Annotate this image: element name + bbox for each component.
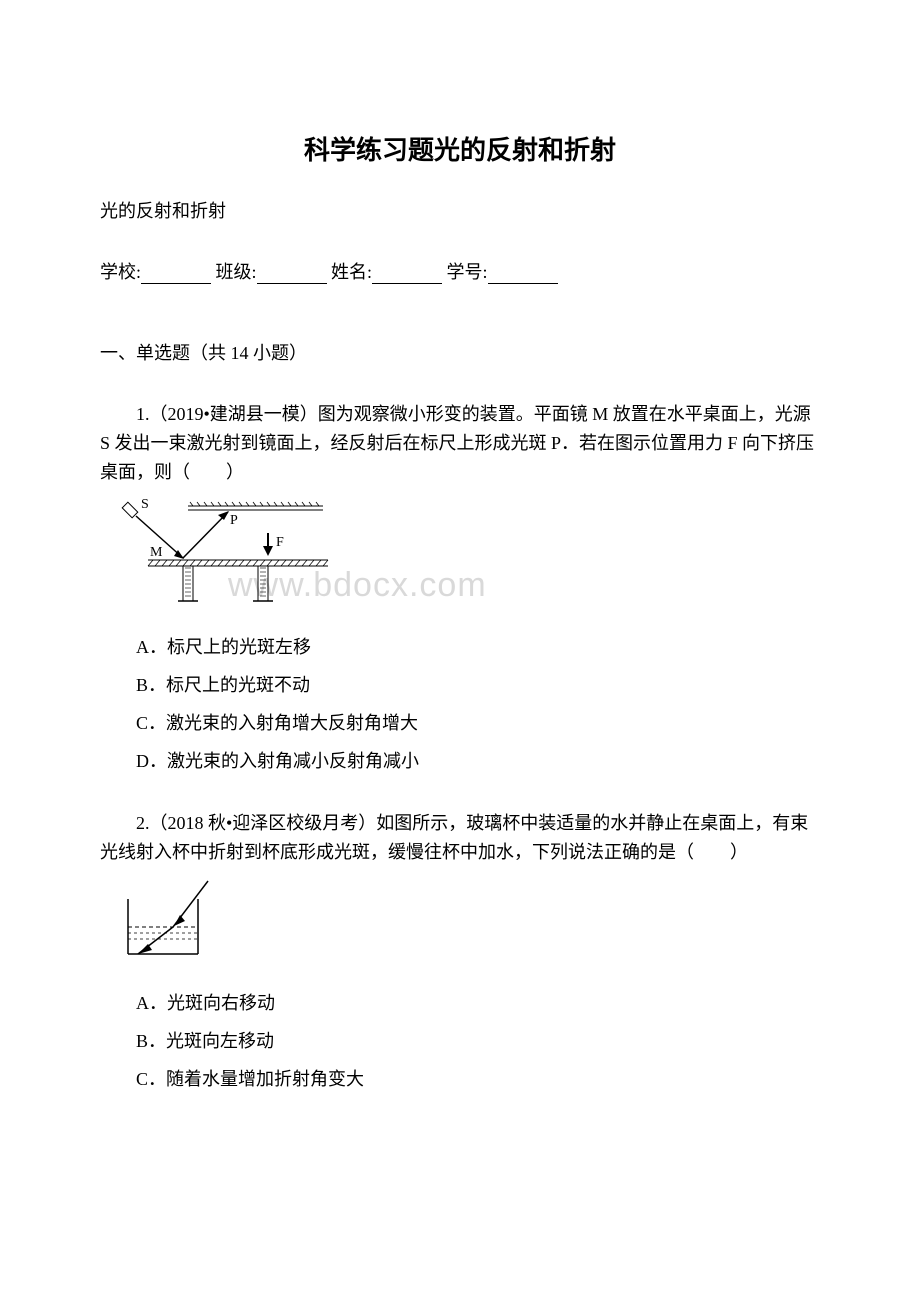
- mirror-label: M: [150, 545, 163, 560]
- ruler: [188, 502, 323, 510]
- student-info-line: 学校: 班级: 姓名: 学号:: [100, 258, 820, 284]
- force-arrow-head: [263, 546, 273, 556]
- table-leg-right: [253, 566, 273, 601]
- name-blank: [372, 266, 442, 284]
- incident-arrow: [174, 915, 185, 926]
- question-2-text: 2.（2018 秋•迎泽区校级月考）如图所示，玻璃杯中装适量的水并静止在桌面上，…: [100, 809, 820, 867]
- q1-option-d: D．激光束的入射角减小反射角减小: [136, 743, 820, 779]
- source-label: S: [141, 498, 149, 512]
- q2-diagram: [118, 879, 218, 964]
- table-leg-left: [178, 566, 198, 601]
- name-label: 姓名:: [331, 262, 372, 282]
- light-source-icon: [122, 503, 138, 519]
- q2-option-a: A．光斑向右移动: [136, 985, 820, 1021]
- question-2-figure: [118, 879, 820, 973]
- q1-diagram: S P M F: [118, 498, 338, 608]
- question-1-text: 1.（2019•建湖县一模）图为观察微小形变的装置。平面镜 M 放置在水平桌面上…: [100, 400, 820, 486]
- school-label: 学校:: [100, 262, 141, 282]
- question-1-figure: S P M F: [118, 498, 820, 617]
- subtitle: 光的反射和折射: [100, 197, 820, 223]
- question-2-options: A．光斑向右移动 B．光斑向左移动 C．随着水量增加折射角变大: [136, 985, 820, 1097]
- question-1: 1.（2019•建湖县一模）图为观察微小形变的装置。平面镜 M 放置在水平桌面上…: [100, 400, 820, 779]
- q2-option-b: B．光斑向左移动: [136, 1023, 820, 1059]
- q1-option-a: A．标尺上的光斑左移: [136, 629, 820, 665]
- table-surface: [148, 560, 328, 566]
- class-blank: [257, 266, 327, 284]
- id-blank: [488, 266, 558, 284]
- reflected-ray: [183, 512, 228, 558]
- id-label: 学号:: [447, 262, 488, 282]
- force-label: F: [276, 535, 284, 550]
- q1-option-c: C．激光束的入射角增大反射角增大: [136, 705, 820, 741]
- school-blank: [141, 266, 211, 284]
- spot-label: P: [230, 513, 238, 528]
- question-1-options: A．标尺上的光斑左移 B．标尺上的光斑不动 C．激光束的入射角增大反射角增大 D…: [136, 629, 820, 779]
- q2-option-c: C．随着水量增加折射角变大: [136, 1061, 820, 1097]
- page-title: 科学练习题光的反射和折射: [100, 130, 820, 167]
- question-2: 2.（2018 秋•迎泽区校级月考）如图所示，玻璃杯中装适量的水并静止在桌面上，…: [100, 809, 820, 1096]
- class-label: 班级:: [216, 262, 257, 282]
- section-header: 一、单选题（共 14 小题）: [100, 339, 820, 365]
- q1-option-b: B．标尺上的光斑不动: [136, 667, 820, 703]
- reflected-arrow: [218, 511, 229, 520]
